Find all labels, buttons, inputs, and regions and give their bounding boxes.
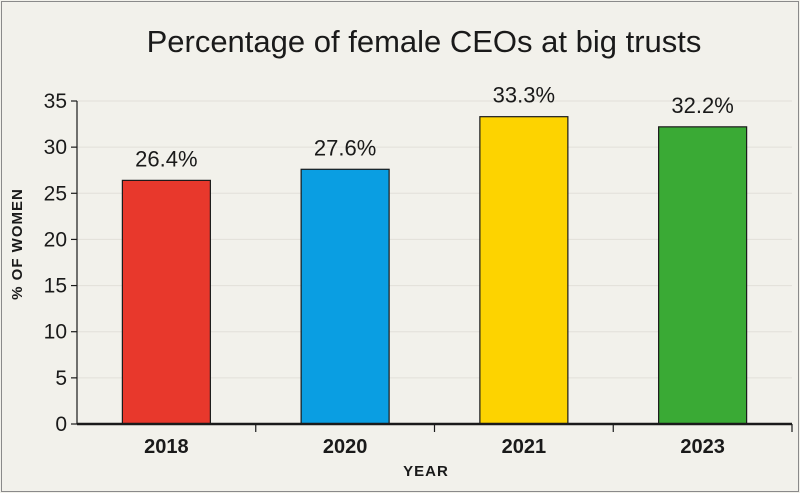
- data-label: 33.3%: [493, 83, 555, 108]
- data-label: 27.6%: [314, 135, 376, 160]
- y-tick-label: 30: [44, 136, 67, 159]
- y-axis-label: % OF WOMEN: [9, 188, 26, 300]
- y-axis-ticks: 0 5 10 15 20 25 30 35: [44, 90, 77, 436]
- y-tick-label: 0: [55, 413, 67, 436]
- y-tick-label: 15: [44, 275, 67, 298]
- x-axis-label: YEAR: [403, 463, 449, 480]
- bars: [121, 116, 748, 425]
- x-tick-label: 2020: [323, 436, 368, 458]
- y-tick-label: 10: [44, 321, 67, 344]
- y-tick-label: 35: [44, 90, 67, 113]
- data-label: 26.4%: [135, 146, 197, 171]
- y-tick-label: 5: [55, 367, 67, 390]
- x-tick-label: 2018: [144, 436, 189, 458]
- bar-2021: [479, 116, 569, 425]
- bar-2023: [658, 126, 748, 425]
- chart-title: Percentage of female CEOs at big trusts: [147, 24, 702, 59]
- bar-2020: [300, 168, 390, 425]
- data-labels: 26.4% 27.6% 33.3% 32.2%: [135, 83, 734, 172]
- data-label: 32.2%: [671, 93, 733, 118]
- x-axis-ticks: 2018 2020 2021 2023: [144, 424, 793, 458]
- y-tick-label: 25: [44, 182, 67, 205]
- y-tick-label: 20: [44, 228, 67, 251]
- x-tick-label: 2021: [502, 436, 547, 458]
- bar-2018: [121, 179, 211, 425]
- x-tick-label: 2023: [680, 436, 725, 458]
